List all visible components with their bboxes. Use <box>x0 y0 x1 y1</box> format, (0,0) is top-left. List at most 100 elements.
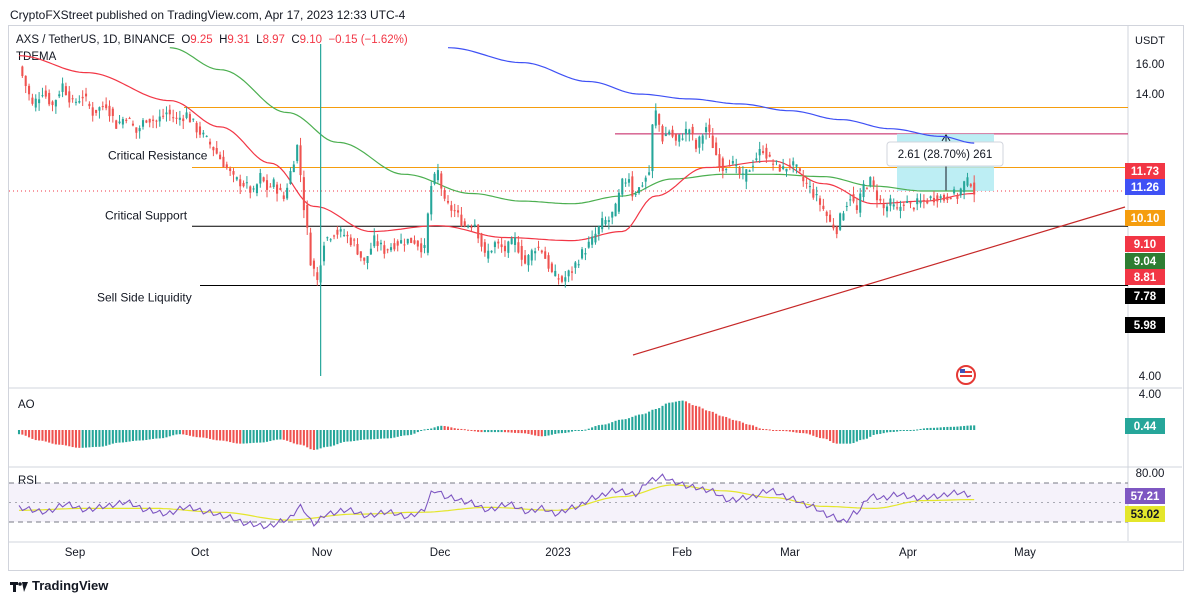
ao-bar <box>195 430 198 438</box>
ao-bar <box>899 430 902 432</box>
candle-body <box>648 172 651 175</box>
ao-bar <box>648 411 651 430</box>
ao-bar <box>450 427 453 430</box>
price-badge-9.04 <box>1125 253 1165 269</box>
candle-body <box>463 221 466 227</box>
candle-body <box>560 276 563 282</box>
ao-bar <box>48 430 51 443</box>
candle-body <box>232 171 235 175</box>
candle-body <box>212 146 215 151</box>
candle-body <box>309 232 312 266</box>
candle-body <box>708 124 711 132</box>
ao-bar <box>88 430 91 448</box>
ao-bar <box>852 430 855 444</box>
candle-body <box>292 164 295 173</box>
candle-body <box>383 245 386 254</box>
candle-body <box>926 200 929 204</box>
candle-body <box>896 207 899 209</box>
candle-body <box>617 192 620 212</box>
ao-bar <box>115 430 118 443</box>
candle-body <box>202 132 205 135</box>
candle-body <box>252 188 255 190</box>
ao-bar <box>413 430 416 434</box>
rsi-ma-label: 53.02 <box>1131 509 1160 521</box>
ao-bar <box>493 430 496 433</box>
candle-body <box>942 194 946 201</box>
candle-body <box>815 194 818 196</box>
ao-bar <box>101 430 104 447</box>
ao-bar <box>942 427 946 430</box>
ao-bar <box>148 430 151 440</box>
ao-bar <box>249 430 252 444</box>
candle-body <box>91 107 94 116</box>
ao-bar <box>255 430 258 443</box>
candle-body <box>862 183 865 198</box>
ao-bar <box>674 401 677 430</box>
ao-bar <box>430 428 433 430</box>
ao-bar <box>510 430 513 433</box>
candle-body <box>658 114 661 125</box>
candle-body <box>235 177 238 180</box>
candle-body <box>483 242 486 253</box>
candle-body <box>316 272 319 280</box>
candle-body <box>333 235 336 237</box>
ao-bar <box>296 430 299 445</box>
ao-bar <box>426 428 429 430</box>
candle-body <box>557 278 560 280</box>
candle-body <box>694 139 698 149</box>
candle-body <box>31 97 34 104</box>
ao-bar <box>436 426 439 430</box>
ao-bar <box>597 425 600 430</box>
ao-bar <box>383 430 386 439</box>
candle-body <box>922 199 925 201</box>
ao-bar <box>922 428 925 430</box>
time-tick-label: May <box>1014 547 1036 559</box>
candle-body <box>255 184 258 194</box>
ao-bar <box>547 430 550 436</box>
ao-bar <box>289 430 292 443</box>
ao-bar <box>503 430 507 433</box>
ao-bar <box>262 430 265 443</box>
candle-body <box>28 85 31 95</box>
candle-body <box>467 226 470 228</box>
candle-body <box>802 176 805 182</box>
candle-body <box>118 121 121 124</box>
ao-bar <box>81 430 84 448</box>
candle-body <box>24 75 27 87</box>
candle-body <box>74 101 78 103</box>
ao-bar <box>457 428 460 430</box>
us-flag-icon-stripe <box>960 371 972 373</box>
ao-bar <box>363 430 366 440</box>
candle-body <box>517 242 520 253</box>
footer-brand[interactable]: TradingView <box>10 578 108 593</box>
ao-bar <box>691 405 694 430</box>
ao-bar <box>668 402 671 430</box>
ao-bar <box>601 424 604 430</box>
candle-body <box>242 182 245 187</box>
candle-body <box>782 166 785 169</box>
ao-bar <box>641 414 644 430</box>
candle-body <box>966 177 969 186</box>
ao-bar <box>788 430 791 432</box>
ao-bar <box>772 430 775 431</box>
ao-bar <box>627 418 631 430</box>
ao-bar <box>520 430 523 434</box>
ao-bar <box>946 426 949 430</box>
candle-body <box>725 169 728 171</box>
indicator-legend[interactable]: TDEMA <box>16 51 57 63</box>
candle-body <box>805 182 808 184</box>
candle-body <box>886 206 889 212</box>
candle-body <box>420 243 423 253</box>
ao-bar <box>21 430 24 435</box>
candle-body <box>121 119 124 125</box>
price-badge-11.73 <box>1125 163 1165 179</box>
ao-bar <box>91 430 94 448</box>
candle-body <box>54 100 57 107</box>
candle-body <box>745 169 748 182</box>
ao-bar <box>966 425 969 430</box>
symbol-name[interactable]: AXS / TetherUS, 1D, BINANCE <box>16 34 175 46</box>
ao-bar <box>705 410 708 430</box>
candle-body <box>808 185 811 188</box>
candle-body <box>761 151 765 153</box>
